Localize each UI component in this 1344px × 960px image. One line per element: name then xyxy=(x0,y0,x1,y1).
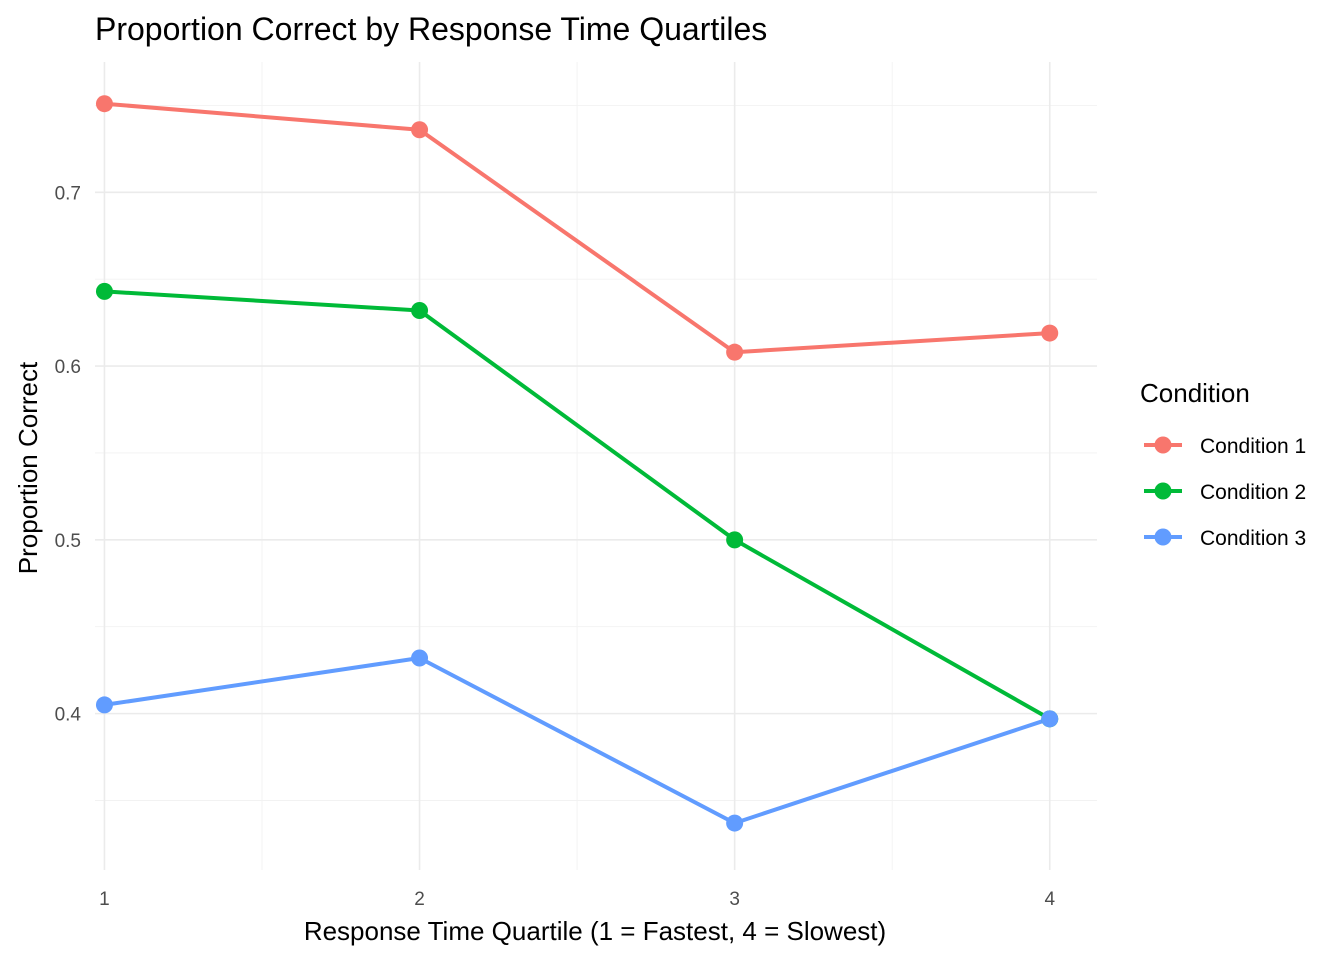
legend-items: Condition 1 Condition 2 Condition 3 xyxy=(1144,435,1306,550)
data-point-series-2 xyxy=(411,301,429,319)
y-tick-label: 0.6 xyxy=(55,357,81,378)
data-point-series-2 xyxy=(95,282,113,300)
x-tick-label: 1 xyxy=(99,889,110,910)
data-point-series-1 xyxy=(1041,324,1059,342)
x-tick-label: 3 xyxy=(729,889,740,910)
legend-label: Condition 2 xyxy=(1200,481,1306,504)
series-line-2 xyxy=(102,289,1052,721)
data-point-series-1 xyxy=(411,121,429,139)
y-tick-label: 0.4 xyxy=(55,705,82,726)
chart-title: Proportion Correct by Response Time Quar… xyxy=(95,11,767,47)
x-tick-label: 2 xyxy=(414,889,425,910)
y-tick-label: 0.5 xyxy=(55,531,81,552)
legend-key-point xyxy=(1154,436,1172,454)
grid xyxy=(95,62,1097,870)
legend-key-point xyxy=(1154,482,1172,500)
data-point-series-1 xyxy=(95,95,113,113)
data-point-series-2 xyxy=(726,531,744,549)
legend-key-point xyxy=(1154,528,1172,546)
x-axis-title: Response Time Quartile (1 = Fastest, 4 =… xyxy=(304,916,886,946)
legend-label: Condition 1 xyxy=(1200,435,1306,458)
series-line-3 xyxy=(102,656,1052,826)
series-lines xyxy=(102,101,1052,826)
series-line-1 xyxy=(102,101,1052,355)
y-tick-label: 0.7 xyxy=(55,183,81,204)
y-axis-ticks: 0.4 0.5 0.6 0.7 xyxy=(55,183,82,725)
data-point-series-1 xyxy=(726,343,744,361)
data-point-series-3 xyxy=(1041,710,1059,728)
data-point-series-3 xyxy=(95,696,113,714)
legend-title: Condition xyxy=(1140,378,1250,408)
y-axis-title: Proportion Correct xyxy=(13,361,43,574)
x-axis-ticks: 1 2 3 4 xyxy=(99,889,1055,910)
series-points xyxy=(95,95,1059,832)
data-point-series-3 xyxy=(411,649,429,667)
x-tick-label: 4 xyxy=(1044,889,1055,910)
data-point-series-3 xyxy=(726,814,744,832)
legend-label: Condition 3 xyxy=(1200,527,1306,550)
